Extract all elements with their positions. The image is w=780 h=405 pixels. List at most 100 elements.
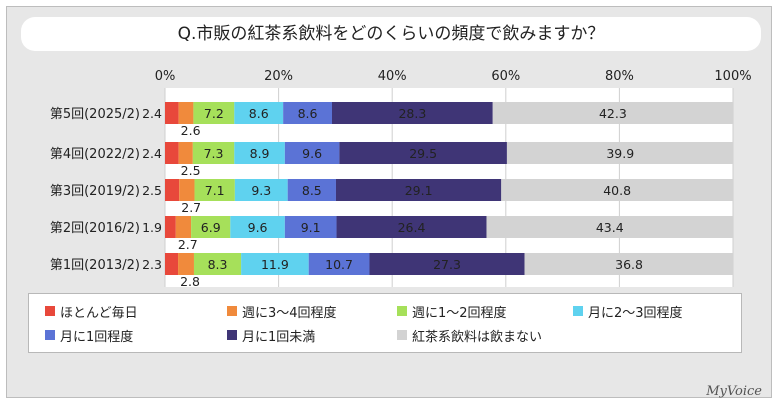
bar-segment [331,102,493,124]
legend-label: ほとんど毎日 [60,305,138,321]
bar-segment [308,253,370,275]
bar-segment [191,216,231,238]
data-label: 8.5 [302,183,322,198]
legend: ほとんど毎日 週に3～4回程度 週に1～2回程度 月に2～3回程度月に1回程度 月に1回… [28,293,742,353]
legend-item: 月に1回未満 [227,326,316,345]
legend-swatch [573,306,583,316]
bar-segment [506,142,734,164]
legend-swatch [45,306,55,316]
data-label: 27.3 [433,257,461,272]
bar-segment [230,216,285,238]
data-label: 43.4 [596,220,624,235]
category-label: 第5回(2025/2) [50,107,140,122]
data-label: 6.9 [201,220,221,235]
bar-segment [193,102,235,124]
legend-label: 週に1～2回程度 [412,305,507,321]
legend-item: 月に1回程度 [45,326,134,345]
category-label: 第2回(2016/2) [50,221,140,236]
data-label: 39.9 [606,146,634,161]
bar-segment [501,179,733,201]
data-label: 7.2 [204,106,224,121]
legend-label: 月に2～3回程度 [588,305,683,321]
data-label: 2.7 [181,200,201,215]
legend-item: 紅茶系飲料は飲まない [397,326,543,345]
bar-segment [192,142,235,164]
bar-segment [165,216,176,238]
bar-segment [179,179,195,201]
data-label: 2.4 [142,106,162,121]
data-label: 8.6 [298,106,318,121]
data-label: 9.6 [302,146,322,161]
bar-segment [234,179,288,201]
data-label: 9.6 [248,220,268,235]
legend-item: ほとんど毎日 [45,302,138,321]
chart-title: Q.市販の紅茶系飲料をどのくらいの頻度で飲みますか？ [177,24,605,44]
legend-label: 紅茶系飲料は飲まない [412,329,543,345]
data-label: 8.9 [250,146,270,161]
bar-segment [492,102,733,124]
brand-logo: MyVoice [706,384,762,399]
data-label: 7.1 [205,183,225,198]
legend-swatch [227,306,237,316]
legend-swatch [397,306,407,316]
legend-item: 週に1～2回程度 [397,302,507,321]
data-label: 42.3 [599,106,627,121]
bar-segment [165,102,179,124]
tick-label: 40% [378,69,407,84]
tick-label: 60% [491,69,520,84]
data-label: 2.5 [142,183,162,198]
data-label: 36.8 [615,257,643,272]
legend-swatch [227,330,237,340]
legend-swatch [45,330,55,340]
bar-segment [165,142,179,164]
tick-label: 80% [605,69,634,84]
data-label: 40.8 [603,183,631,198]
bar-segment [178,102,194,124]
bar-segment [335,179,502,201]
data-label: 29.5 [409,146,437,161]
bar-segment [486,216,733,238]
data-label: 9.3 [251,183,271,198]
data-label: 7.3 [204,146,224,161]
bar-segment [241,253,309,275]
bar-segment [369,253,525,275]
bar-segment [339,142,507,164]
legend-swatch [397,330,407,340]
bar-segment [175,216,192,238]
legend-label: 月に1回未満 [242,329,316,345]
data-label: 2.8 [180,274,200,289]
data-label: 8.6 [249,106,269,121]
bar-segment [178,253,194,275]
data-label: 2.7 [178,237,198,252]
legend-label: 週に3～4回程度 [242,305,337,321]
data-label: 9.1 [301,220,321,235]
data-label: 2.3 [142,257,162,272]
bar-segment [193,253,242,275]
bar-segment [234,142,285,164]
data-label: 26.4 [398,220,426,235]
data-label: 8.3 [208,257,228,272]
data-label: 11.9 [261,257,289,272]
category-label: 第1回(2013/2) [50,258,140,273]
category-label: 第4回(2022/2) [50,147,140,162]
legend-item: 月に2～3回程度 [573,302,683,321]
bar-segment [178,142,193,164]
bar-segment [165,179,180,201]
bar-segment [524,253,734,275]
bar-segment [287,179,336,201]
data-label: 2.4 [142,146,162,161]
bar-segment [165,253,179,275]
data-label: 2.5 [181,163,201,178]
data-label: 10.7 [325,257,353,272]
tick-label: 20% [264,69,293,84]
title-box: Q.市販の紅茶系飲料をどのくらいの頻度で飲みますか？ [21,17,761,51]
bar-segment [336,216,487,238]
legend-item: 週に3～4回程度 [227,302,337,321]
data-label: 2.6 [181,123,201,138]
tick-label: 100% [714,69,751,84]
data-label: 29.1 [405,183,433,198]
data-label: 1.9 [142,220,162,235]
bar-segment [234,102,284,124]
legend-label: 月に1回程度 [60,329,134,345]
